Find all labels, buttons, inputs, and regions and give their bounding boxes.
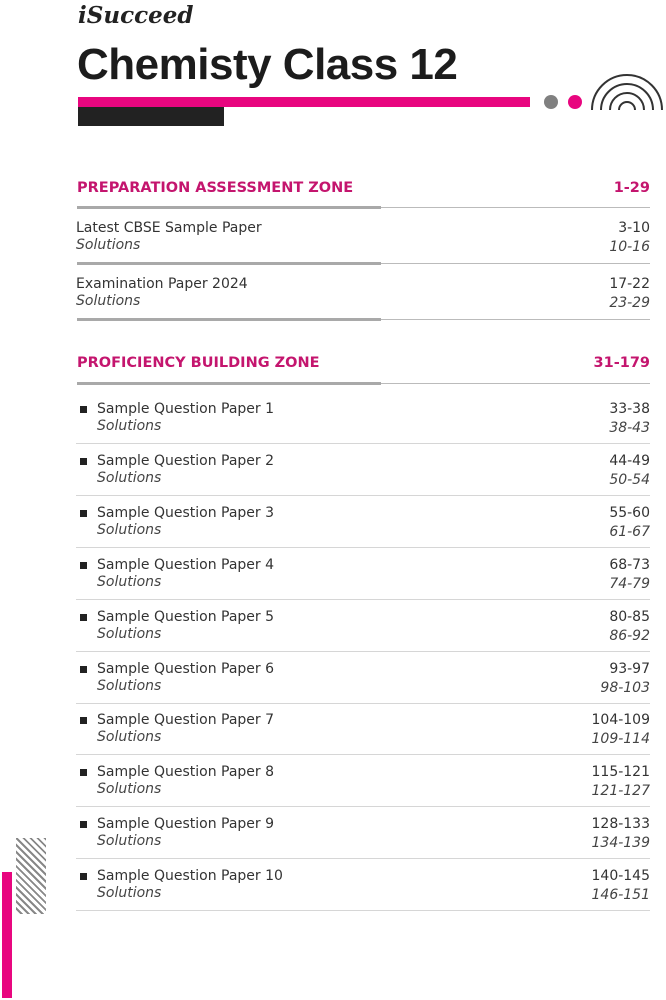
entry-pages: 128-133	[591, 816, 651, 833]
entry-pages: 17-22	[609, 276, 650, 292]
entry-sub-pages: 61-67	[609, 523, 650, 540]
bullet-icon	[80, 406, 87, 413]
section-pages: 31-179	[593, 355, 650, 371]
entry-label: Latest CBSE Sample Paper	[76, 220, 262, 236]
entry-pages: 55-60	[609, 504, 650, 521]
section-header: PREPARATION ASSESSMENT ZONE 1-29	[77, 180, 650, 196]
entry-sub: Solutions	[97, 573, 162, 590]
bullet-icon	[80, 457, 87, 465]
bullet-icon	[80, 821, 87, 829]
entry-sub: Solutions	[97, 885, 162, 902]
grey-dot	[544, 95, 558, 109]
entry-label: Sample Question Paper 6	[97, 660, 275, 677]
entry-label: Sample Question Paper 9	[97, 816, 275, 833]
entry-sub-pages: 98-103	[600, 679, 650, 696]
entry-label: Sample Question Paper 5	[97, 608, 275, 625]
pink-dot	[568, 95, 582, 109]
entry-label: Sample Question Paper 8	[97, 764, 275, 781]
entry-pages: 104-109	[591, 712, 651, 729]
entry-pages: 68-73	[609, 556, 650, 573]
entry-pages: 140-145	[591, 868, 651, 885]
page-title: Chemisty Class 12	[77, 40, 458, 89]
bullet-icon	[80, 873, 87, 881]
entry-pages: 115-121	[591, 764, 651, 781]
black-bar	[78, 107, 224, 126]
divider	[76, 598, 650, 600]
divider	[76, 910, 650, 912]
bullet-icon	[80, 509, 87, 517]
entry-label: Sample Question Paper 10	[97, 868, 283, 885]
bullet-icon	[80, 769, 87, 777]
entry-sub: Solutions	[97, 418, 162, 434]
entry-label: Sample Question Paper 3	[97, 504, 275, 521]
entry-pages: 93-97	[609, 660, 650, 677]
divider	[77, 262, 650, 265]
pink-side-bar	[2, 872, 12, 998]
divider	[76, 702, 650, 704]
divider	[76, 546, 650, 548]
entry-sub: Solutions	[97, 521, 162, 538]
entry-label: Examination Paper 2024	[76, 276, 248, 292]
entry-label: Sample Question Paper 7	[97, 712, 275, 729]
divider	[77, 382, 650, 385]
entry-pages: 33-38	[609, 401, 650, 417]
entry-sub: Solutions	[97, 469, 162, 486]
divider	[76, 858, 650, 860]
entry-sub-pages: 10-16	[609, 239, 650, 255]
brand-logo: iSucceed	[78, 2, 194, 29]
bullet-icon	[80, 717, 87, 725]
bullet-icon	[80, 613, 87, 621]
entry-sub-pages: 121-127	[591, 783, 651, 800]
entry-label: Sample Question Paper 4	[97, 556, 275, 573]
section-header: PROFICIENCY BUILDING ZONE 31-179	[77, 355, 650, 371]
entry-sub: Solutions	[97, 833, 162, 850]
bullet-icon	[80, 561, 87, 569]
entry-label: Sample Question Paper 1	[97, 401, 275, 417]
entry-sub-pages: 146-151	[591, 887, 651, 904]
divider	[76, 754, 650, 756]
entry-label: Sample Question Paper 2	[97, 452, 275, 469]
entry-sub-pages: 50-54	[609, 471, 650, 488]
bullet-icon	[80, 665, 87, 673]
entry-sub-pages: 38-43	[609, 420, 650, 436]
entry-sub: Solutions	[97, 625, 162, 642]
divider	[76, 443, 650, 444]
section-title: PROFICIENCY BUILDING ZONE	[77, 355, 320, 371]
entry-sub: Solutions	[97, 729, 162, 746]
divider	[76, 650, 650, 652]
divider	[77, 318, 650, 321]
entry-sub-pages: 134-139	[591, 835, 651, 852]
entry-pages: 80-85	[609, 608, 650, 625]
entry-sub-pages: 109-114	[591, 731, 651, 748]
entry-sub-pages: 23-29	[609, 295, 650, 311]
divider	[77, 206, 650, 209]
entry-sub: Solutions	[97, 677, 162, 694]
entry-pages: 3-10	[618, 220, 650, 236]
hatch-decoration	[16, 838, 46, 914]
entry-sub: Solutions	[76, 237, 141, 253]
pink-bar	[78, 97, 530, 107]
section-title: PREPARATION ASSESSMENT ZONE	[77, 180, 354, 196]
entry-pages: 44-49	[609, 452, 650, 469]
divider	[76, 806, 650, 808]
entry-sub-pages: 86-92	[609, 627, 650, 644]
arcs-icon	[591, 74, 663, 111]
divider	[76, 494, 650, 496]
entry-sub: Solutions	[97, 781, 162, 798]
section-pages: 1-29	[613, 180, 650, 196]
entry-sub-pages: 74-79	[609, 575, 650, 592]
entry-sub: Solutions	[76, 293, 141, 309]
